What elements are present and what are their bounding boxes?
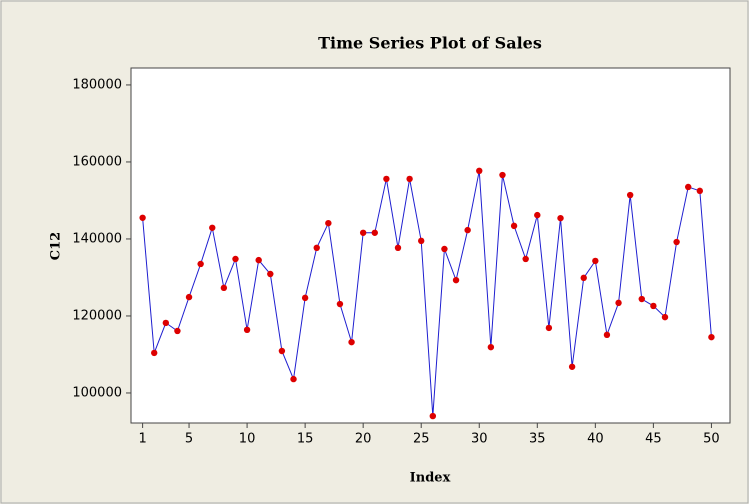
data-point xyxy=(394,244,402,252)
x-tick-label: 25 xyxy=(413,432,430,447)
data-point xyxy=(638,295,645,303)
data-point xyxy=(139,214,146,221)
x-tick-label: 15 xyxy=(297,432,314,447)
data-point xyxy=(510,222,518,230)
data-point xyxy=(464,226,471,234)
x-tick-label: 5 xyxy=(185,432,193,447)
data-point xyxy=(696,187,704,195)
y-tick-label: 160000 xyxy=(72,154,122,169)
x-tick-label: 50 xyxy=(703,432,720,447)
data-point xyxy=(429,412,437,420)
data-point xyxy=(359,229,367,236)
data-point xyxy=(615,299,622,307)
data-point xyxy=(534,211,541,219)
data-point xyxy=(603,331,611,339)
data-point xyxy=(313,244,320,252)
data-point xyxy=(650,302,657,310)
data-point xyxy=(255,256,262,264)
x-tick-label: 40 xyxy=(587,432,604,447)
data-point xyxy=(418,237,425,245)
data-point xyxy=(336,300,344,308)
data-point xyxy=(580,274,587,282)
data-point xyxy=(626,191,634,199)
y-tick-label: 180000 xyxy=(72,77,122,92)
data-point xyxy=(557,214,564,222)
y-tick-label: 100000 xyxy=(72,385,122,400)
y-tick-label: 140000 xyxy=(72,231,122,246)
y-axis-label: C12 xyxy=(49,232,64,260)
data-point xyxy=(685,183,692,191)
x-tick-label: 20 xyxy=(355,432,372,447)
data-point xyxy=(522,255,529,263)
data-point xyxy=(290,375,297,383)
x-tick-label: 45 xyxy=(645,432,662,447)
data-point xyxy=(545,324,553,332)
data-point xyxy=(325,219,332,227)
data-point xyxy=(371,229,378,236)
data-point xyxy=(673,238,680,246)
series-line xyxy=(142,170,712,417)
y-tick-label: 120000 xyxy=(72,308,122,323)
data-point xyxy=(487,343,495,351)
x-tick-label: 1 xyxy=(138,432,146,447)
data-point xyxy=(151,349,158,357)
x-tick-label: 30 xyxy=(471,432,488,447)
data-point xyxy=(267,270,274,278)
chart-title: Time Series Plot of Sales xyxy=(318,34,542,53)
data-point xyxy=(476,167,483,175)
data-point xyxy=(568,363,576,370)
data-point xyxy=(232,255,239,263)
data-point xyxy=(348,338,355,346)
data-point xyxy=(278,347,286,355)
data-point xyxy=(162,319,170,327)
data-point xyxy=(243,326,251,334)
x-tick-label: 35 xyxy=(529,432,546,447)
data-point xyxy=(499,171,506,179)
data-point xyxy=(441,245,448,253)
data-point xyxy=(383,175,390,183)
data-point xyxy=(708,333,715,341)
data-point xyxy=(661,313,669,321)
data-point xyxy=(197,260,204,268)
data-point xyxy=(592,257,599,265)
x-tick-label: 10 xyxy=(239,432,256,447)
data-point xyxy=(301,294,309,302)
data-point xyxy=(406,175,413,183)
data-point xyxy=(174,327,181,335)
data-point xyxy=(209,224,216,231)
data-point xyxy=(220,284,228,292)
data-point xyxy=(185,293,193,301)
x-axis-label: Index xyxy=(410,471,451,486)
plot-area xyxy=(130,67,731,424)
data-point xyxy=(452,276,460,284)
